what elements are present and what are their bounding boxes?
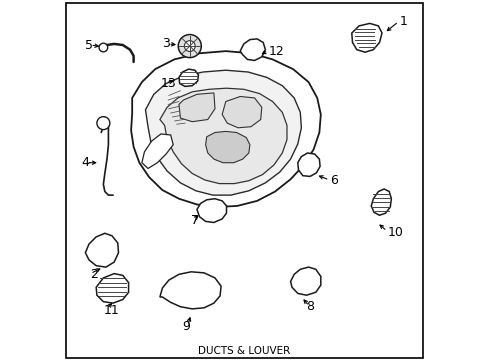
Text: 2: 2	[90, 268, 98, 281]
Polygon shape	[145, 70, 301, 195]
Polygon shape	[351, 23, 381, 52]
Polygon shape	[179, 93, 215, 122]
Polygon shape	[290, 267, 320, 295]
Polygon shape	[179, 69, 198, 86]
Text: 4: 4	[81, 156, 89, 169]
Circle shape	[178, 35, 201, 58]
Circle shape	[99, 43, 107, 52]
Polygon shape	[160, 88, 286, 184]
Polygon shape	[205, 131, 249, 163]
Polygon shape	[222, 96, 261, 128]
Polygon shape	[370, 189, 390, 215]
Circle shape	[97, 117, 110, 130]
Text: 12: 12	[268, 45, 284, 58]
Text: 8: 8	[306, 300, 314, 313]
Text: DUCTS & LOUVER: DUCTS & LOUVER	[198, 346, 290, 356]
Text: 5: 5	[85, 39, 93, 51]
Polygon shape	[142, 134, 173, 168]
Polygon shape	[297, 153, 320, 176]
Polygon shape	[96, 274, 128, 303]
Text: 13: 13	[161, 77, 176, 90]
Polygon shape	[85, 233, 118, 267]
Polygon shape	[131, 51, 320, 207]
Text: 11: 11	[104, 304, 120, 317]
Polygon shape	[160, 272, 221, 309]
Text: 9: 9	[182, 320, 190, 333]
Text: 7: 7	[191, 214, 199, 227]
Polygon shape	[197, 199, 226, 222]
Circle shape	[184, 41, 195, 51]
Text: 1: 1	[399, 15, 407, 28]
Polygon shape	[240, 39, 265, 60]
Text: 6: 6	[329, 174, 337, 187]
Text: 3: 3	[162, 37, 170, 50]
Text: 10: 10	[387, 226, 403, 239]
